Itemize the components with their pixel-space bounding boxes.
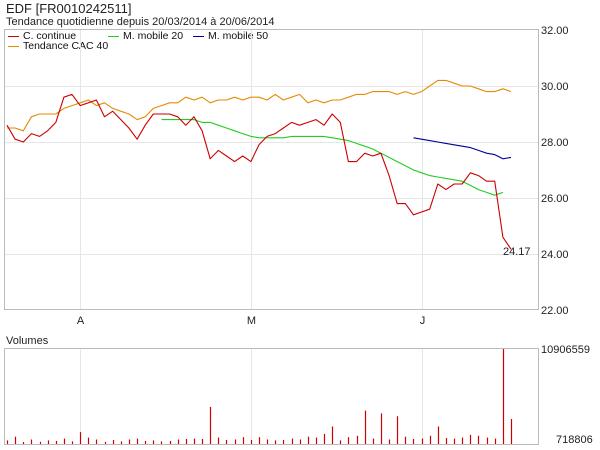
legend-swatch-ma50 [193,35,204,37]
price-plot-frame [4,29,539,310]
series-line-m-mobile-50 [413,137,512,160]
legend-swatch-cac40 [8,45,19,47]
legend-swatch-close [8,35,19,37]
legend-item-cac40: Tendance CAC 40 [8,40,108,52]
series-line-tendance-cac-40 [7,79,512,132]
price-x-tick-label: M [247,315,256,327]
price-series [6,79,512,250]
price-x-tick-label: A [77,315,85,327]
legend-swatch-ma20 [108,35,119,37]
series-line-c-continue [6,93,512,250]
volumes-title: Volumes [6,335,49,347]
price-y-tick-label: 28.00 [541,137,569,149]
last-value-label: 24.17 [503,246,531,258]
series-line-m-mobile-20 [161,119,504,196]
price-y-tick-label: 24.00 [541,249,569,261]
price-y-tick-label: 30.00 [541,81,569,93]
legend-label-close: C. continue [23,30,77,42]
volume-grid [80,349,423,444]
price-y-tick-label: 26.00 [541,193,569,205]
price-x-tick-label: J [420,315,426,327]
legend-item-ma20: M. mobile 20 [108,30,183,42]
price-y-tick-label: 32.00 [541,25,569,37]
price-y-tick-label: 22.00 [541,305,569,317]
chart-subtitle: Tendance quotidienne depuis 20/03/2014 à… [6,16,275,28]
legend-label-ma50: M. mobile 50 [208,30,269,42]
volume-y-tick-label: 10906559 [541,344,590,356]
legend-label-cac40: Tendance CAC 40 [23,40,109,52]
price-grid [5,30,538,310]
legend-item-ma50: M. mobile 50 [193,30,268,42]
chart-title: EDF [FR0010242511] [6,1,132,16]
volume-axis: 10906559 718806 [541,344,593,446]
volume-y-tick-label: 718806 [556,434,593,446]
volume-plot-frame [4,348,539,445]
volume-bars [6,349,513,444]
legend-label-ma20: M. mobile 20 [123,30,184,42]
price-axis: 22.00 24.00 26.00 28.00 30.00 32.00 A M J 24.17 [77,25,569,327]
legend-item-close: C. continue [8,30,76,42]
